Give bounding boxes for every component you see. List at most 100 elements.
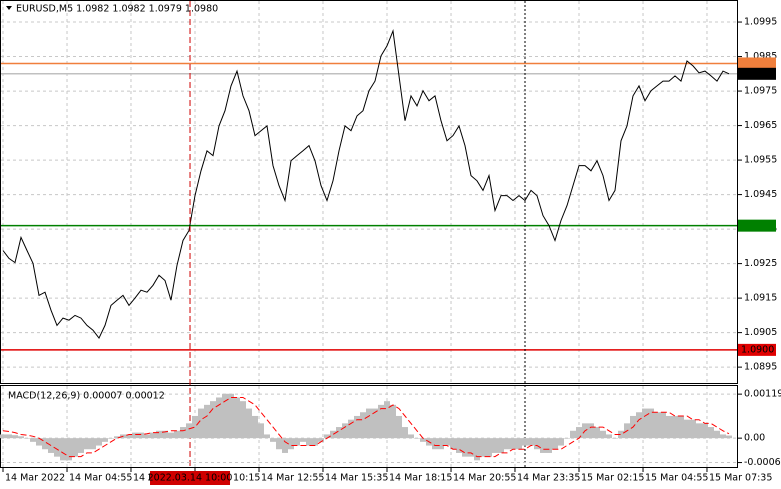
macd-bar	[102, 438, 108, 442]
x-tick-label: 15 Mar 04:55	[645, 473, 708, 484]
macd-bar	[468, 438, 474, 457]
macd-bar	[288, 438, 294, 450]
macd-bar	[522, 438, 528, 446]
macd-bar	[408, 434, 414, 439]
macd-bar	[216, 397, 222, 439]
macd-bar	[168, 432, 174, 439]
macd-bar	[24, 438, 30, 439]
macd-bar	[0, 434, 6, 439]
macd-bar	[354, 415, 360, 439]
macd-bar	[384, 401, 390, 439]
macd-bar	[348, 419, 354, 439]
x-tick-label: 14 Mar 12:55	[261, 473, 324, 484]
y-tick-label: 0.00119	[744, 389, 781, 400]
x-tick-label: 14 Mar 15:35	[325, 473, 388, 484]
macd-bar	[336, 427, 342, 439]
macd-bar	[30, 438, 36, 442]
macd-bar	[198, 408, 204, 439]
macd-bar	[108, 438, 114, 439]
macd-bar	[666, 415, 672, 439]
macd-bar	[474, 438, 480, 461]
y-tick-label: 1.0895	[744, 362, 777, 373]
macd-bar	[132, 432, 138, 439]
macd-bar	[228, 393, 234, 439]
macd-bar	[246, 408, 252, 439]
macd-bar	[96, 438, 102, 446]
macd-bar	[558, 438, 564, 446]
macd-bar	[312, 438, 318, 446]
main-frame	[0, 0, 738, 384]
macd-bar	[606, 434, 612, 439]
y-tick-label: 1.0955	[744, 155, 777, 166]
price-label-box	[738, 343, 776, 356]
y-tick-label: 1.0965	[744, 120, 777, 131]
macd-bar	[372, 408, 378, 439]
time-label-box	[150, 471, 231, 485]
macd-bar	[396, 415, 402, 439]
macd-bar	[6, 434, 12, 439]
y-tick-label: 1.0985	[744, 51, 777, 62]
macd-bar	[54, 438, 60, 457]
macd-bar	[366, 408, 372, 439]
macd-bar	[612, 438, 618, 439]
macd-bar	[510, 438, 516, 450]
macd-bar	[306, 438, 312, 446]
menu-arrow[interactable]	[6, 6, 12, 10]
macd-bar	[594, 427, 600, 439]
macd-bar	[702, 423, 708, 439]
macd-bar	[456, 438, 462, 453]
x-tick-label: 14 Mar 18:15	[389, 473, 452, 484]
macd-bar	[576, 427, 582, 439]
macd-bar	[42, 438, 48, 450]
macd-bar	[540, 438, 546, 453]
macd-bar	[714, 430, 720, 439]
macd-bar	[708, 427, 714, 439]
macd-bar	[240, 401, 246, 439]
macd-bar	[324, 434, 330, 439]
macd-bar	[654, 412, 660, 439]
macd-bar	[204, 404, 210, 439]
macd-bar	[150, 432, 156, 439]
macd-bar	[192, 415, 198, 439]
macd-bar	[642, 408, 648, 439]
price-label: 1.0900	[741, 344, 774, 355]
macd-bar	[636, 412, 642, 439]
macd-bar	[12, 435, 18, 439]
x-tick-label: 15 Mar 07:35	[709, 473, 772, 484]
macd-bar	[516, 438, 522, 450]
macd-bar	[720, 434, 726, 439]
price-line	[2, 29, 730, 340]
macd-bar	[672, 415, 678, 439]
macd-bar	[282, 438, 288, 453]
macd-bar	[330, 430, 336, 439]
macd-bar	[210, 401, 216, 439]
macd-bar	[420, 438, 426, 442]
macd-bar	[432, 438, 438, 450]
macd-bar	[360, 412, 366, 439]
macd-bar	[492, 438, 498, 453]
macd-bar	[678, 415, 684, 439]
macd-bar	[618, 430, 624, 439]
macd-bar	[186, 423, 192, 439]
y-tick-label: -0.00066	[744, 457, 781, 468]
macd-bar	[546, 438, 552, 453]
macd-bar	[258, 423, 264, 439]
macd-bar	[84, 438, 90, 450]
macd-bar	[660, 412, 666, 439]
y-tick-label: 1.0945	[744, 189, 777, 200]
macd-bar	[552, 438, 558, 450]
macd-bar	[114, 436, 120, 439]
price-label-box	[738, 57, 776, 70]
chart-title: EURUSD,M5 1.0982 1.0982 1.0979 1.0980	[16, 4, 218, 15]
x-tick-label: 14 Mar 2022	[5, 473, 65, 484]
macd-bar	[726, 435, 732, 439]
macd-bar	[180, 427, 186, 439]
macd-bar	[294, 438, 300, 446]
y-tick-label: 1.0975	[744, 86, 777, 97]
macd-bar	[156, 430, 162, 439]
macd-bar	[264, 434, 270, 439]
macd-bar	[90, 438, 96, 450]
macd-bar	[648, 408, 654, 439]
